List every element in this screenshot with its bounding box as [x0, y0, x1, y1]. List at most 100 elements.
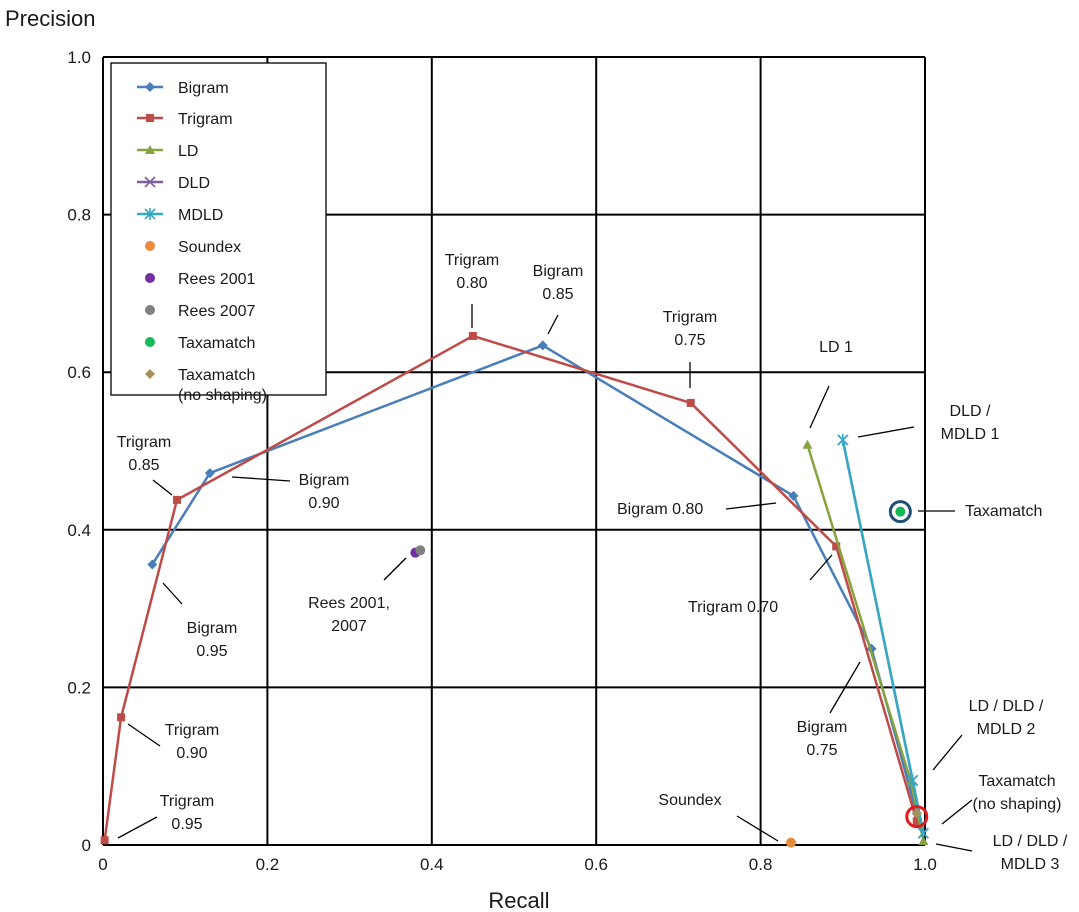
annotation-label: Bigram 0.85 — [533, 263, 584, 303]
annotation-label-line: Taxamatch — [978, 773, 1055, 790]
legend-marker — [145, 305, 155, 315]
y-tick-label: 0 — [82, 836, 91, 855]
data-point-trigram — [172, 495, 181, 504]
annotation-label-line: DLD / — [950, 403, 991, 420]
annotation-label: LD 1 — [819, 339, 853, 356]
annotation-label-line: MDLD 2 — [977, 721, 1036, 738]
annotation-label: Trigram 0.70 — [688, 599, 778, 616]
annotation-label-line: Bigram 0.80 — [617, 501, 703, 518]
annotation-label-line: 0.80 — [456, 275, 487, 292]
annotation-label-line: Trigram — [117, 434, 172, 451]
data-point-trigram — [117, 713, 126, 722]
legend-marker — [145, 369, 155, 379]
annotation-label: Taxamatch (no shaping) — [973, 773, 1062, 813]
x-tick-label: 0 — [98, 855, 107, 874]
annotation-leader — [117, 816, 158, 839]
legend-label-line: Soundex — [178, 239, 241, 256]
annotation-label: Bigram 0.75 — [797, 719, 848, 759]
data-point-bigram — [204, 468, 215, 479]
annotation-label: LD / DLD / MDLD 3 — [993, 833, 1068, 873]
annotation-label-line: Rees 2001, — [308, 595, 390, 612]
annotation-label-line: 0.85 — [128, 457, 159, 474]
annotation-label: Bigram 0.95 — [187, 620, 238, 660]
annotation-label: Trigram 0.95 — [160, 793, 215, 833]
annotation-label-line: 0.75 — [806, 742, 837, 759]
legend-label: Taxamatch (no shaping) — [178, 367, 267, 404]
legend-item — [137, 114, 163, 122]
annotation-label-line: Trigram — [165, 722, 220, 739]
data-point-mdld — [917, 827, 929, 840]
annotation-label-line: Trigram — [445, 252, 500, 269]
legend-marker — [145, 145, 155, 154]
annotation-label: Soundex — [658, 792, 721, 809]
y-tick-label: 1.0 — [67, 48, 91, 67]
annotation-leader — [152, 479, 173, 496]
annotation-leader — [231, 476, 291, 482]
legend-marker — [145, 273, 155, 283]
annotation-label-line: Bigram — [187, 620, 238, 637]
legend-label-line: Rees 2007 — [178, 303, 255, 320]
legend-label: Bigram — [178, 80, 229, 97]
legend-item — [137, 145, 163, 154]
annotation-leader — [935, 843, 973, 852]
annotation-label-line: 0.95 — [171, 816, 202, 833]
x-tick-label: 0.4 — [420, 855, 444, 874]
legend-item — [145, 369, 155, 379]
data-point-taxamatch-no-shaping — [911, 808, 922, 819]
data-point-trigram — [912, 817, 921, 826]
series-rees-2007 — [415, 545, 426, 556]
annotation-leader — [941, 799, 973, 825]
x-tick-label: 0.8 — [749, 855, 773, 874]
data-point-bigram — [147, 559, 158, 570]
legend-label-line: LD — [178, 143, 198, 160]
series-soundex — [786, 837, 797, 848]
data-point-trigram — [686, 398, 695, 407]
y-tick-label: 0.2 — [67, 678, 91, 697]
annotation-leader — [809, 385, 830, 429]
annotation-label-line: Bigram — [299, 472, 350, 489]
annotation-label-line: (no shaping) — [973, 796, 1062, 813]
annotation-label-line: 2007 — [331, 618, 367, 635]
annotation-label-line: Bigram — [533, 263, 584, 280]
annotation-label: Trigram 0.85 — [117, 434, 172, 474]
annotation-label-line: 0.90 — [308, 495, 339, 512]
legend-label-line: DLD — [178, 175, 210, 192]
x-tick-label: 0.6 — [584, 855, 608, 874]
annotation-label-line: 0.75 — [674, 332, 705, 349]
data-point-ld — [918, 836, 929, 846]
legend-label-line: Taxamatch — [178, 335, 255, 352]
legend-label-line: Trigram — [178, 111, 233, 128]
annotation-label: Bigram 0.80 — [617, 501, 703, 518]
highlight-circle — [888, 500, 912, 524]
legend-marker — [144, 208, 156, 220]
annotation-leader — [809, 554, 833, 581]
y-tick-label: 0.6 — [67, 363, 91, 382]
data-point-soundex — [786, 837, 797, 848]
data-point-ld — [802, 439, 813, 449]
legend-label-line: (no shaping) — [178, 387, 267, 404]
data-point-bigram — [788, 490, 799, 501]
legend-item — [145, 241, 155, 251]
legend-label-line: Taxamatch — [178, 367, 255, 384]
annotation-leader — [725, 502, 777, 510]
annotation-label: Trigram 0.80 — [445, 252, 500, 292]
annotation-label-line: 0.85 — [542, 286, 573, 303]
y-tick-label: 0.8 — [67, 206, 91, 225]
annotation-label: DLD / MDLD 1 — [941, 403, 1000, 443]
annotation-label-line: Bigram — [797, 719, 848, 736]
annotation-label: Trigram 0.75 — [663, 309, 718, 349]
legend-label: MDLD — [178, 207, 223, 224]
data-point-mdld — [837, 433, 849, 446]
annotation-leader — [736, 815, 779, 842]
legend — [110, 62, 327, 396]
data-point-trigram — [100, 836, 109, 845]
series-trigram — [100, 331, 921, 845]
legend-label: Trigram — [178, 111, 233, 128]
annotation-label: Trigram 0.90 — [165, 722, 220, 762]
legend-label: LD — [178, 143, 198, 160]
legend-marker-stroke — [144, 176, 156, 188]
legend-label: DLD — [178, 175, 210, 192]
legend-marker — [144, 176, 156, 188]
y-axis-title: Precision — [5, 6, 95, 31]
